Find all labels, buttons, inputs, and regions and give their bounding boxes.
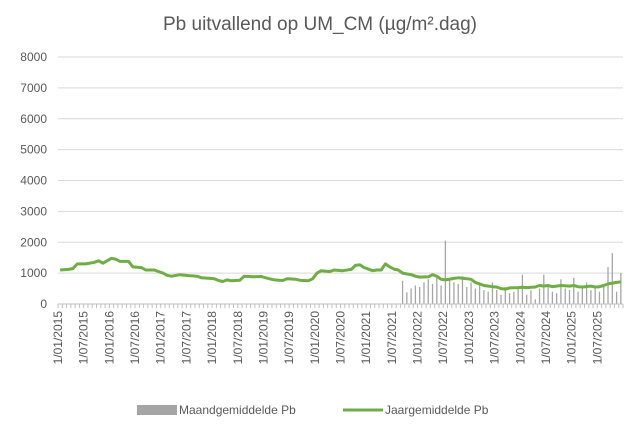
x-tick-label: 1/07/2019	[282, 311, 296, 365]
x-tick-label: 1/07/2015	[77, 311, 91, 365]
y-tick-label: 1000	[20, 266, 47, 280]
bar	[508, 293, 511, 304]
axes	[57, 303, 624, 308]
bar	[487, 291, 489, 304]
bar	[453, 282, 455, 304]
x-tick-label: 1/07/2022	[436, 311, 450, 365]
bar	[491, 282, 494, 304]
x-tick-label: 1/01/2021	[359, 311, 373, 365]
bar	[568, 290, 571, 304]
bar	[547, 287, 549, 304]
y-tick-label: 2000	[20, 235, 47, 249]
bar	[427, 279, 429, 304]
bar	[620, 273, 622, 304]
x-tick-label: 1/01/2023	[462, 311, 476, 365]
bar	[478, 285, 481, 304]
bar	[449, 279, 451, 304]
bar	[615, 291, 618, 304]
bar	[410, 288, 412, 304]
x-tick-label: 1/01/2020	[308, 311, 322, 365]
bar	[457, 283, 459, 304]
bar	[414, 285, 417, 304]
x-tick-label: 1/01/2019	[256, 311, 270, 365]
x-tick-labels: 1/01/2015 1/07/2015 1/01/2016 1/07/2016 1/01…	[51, 311, 604, 365]
y-tick-label: 0	[40, 297, 47, 311]
line-series	[59, 256, 622, 291]
x-tick-label: 1/01/2024	[513, 311, 527, 365]
x-tick-label: 1/01/2015	[51, 311, 65, 365]
x-tick-label: 1/01/2016	[102, 311, 116, 365]
y-tick-label: 8000	[20, 50, 47, 64]
x-tick-label: 1/01/2017	[154, 311, 168, 365]
y-tick-label: 5000	[20, 143, 47, 157]
bar	[530, 290, 532, 304]
chart-title: Pb uitvallend op UM_CM (µg/m².dag)	[163, 14, 477, 35]
bar	[436, 276, 438, 304]
bar	[419, 287, 421, 304]
bar	[573, 277, 575, 304]
bar	[577, 291, 579, 304]
legend-label-line: Jaargemiddelde Pb	[385, 403, 489, 417]
bar	[466, 287, 468, 304]
y-tick-labels: 0 1000 2000 3000 4000 5000 6000 7000 8000	[20, 50, 47, 311]
bar	[594, 287, 596, 304]
y-tick-label: 7000	[20, 81, 47, 95]
legend-label-bars: Maandgemiddelde Pb	[179, 403, 296, 417]
bar	[538, 288, 541, 304]
bar	[585, 282, 588, 304]
grid	[58, 56, 623, 274]
bar	[431, 283, 434, 304]
bar	[526, 294, 528, 304]
bar	[423, 282, 425, 304]
bar	[556, 293, 558, 304]
bar	[598, 291, 601, 304]
bar	[406, 292, 408, 304]
y-tick-label: 4000	[20, 174, 47, 188]
bar	[483, 290, 485, 304]
bar	[603, 285, 605, 304]
bar	[590, 290, 592, 304]
bar	[564, 288, 566, 304]
bar-series	[401, 240, 622, 304]
bar	[611, 253, 613, 304]
bar	[470, 282, 472, 304]
bar	[444, 240, 447, 304]
bar	[474, 288, 476, 304]
x-tick-label: 1/07/2021	[385, 311, 399, 365]
x-tick-label: 1/07/2018	[231, 311, 245, 365]
x-tick-label: 1/07/2025	[590, 311, 604, 365]
legend: Maandgemiddelde Pb Jaargemiddelde Pb	[137, 403, 489, 417]
bar	[440, 285, 442, 304]
x-tick-label: 1/07/2016	[128, 311, 142, 365]
line-series-path	[59, 256, 622, 291]
x-tick-label: 1/07/2017	[179, 311, 193, 365]
x-tick-label: 1/01/2018	[205, 311, 219, 365]
bar	[496, 290, 498, 304]
bar	[560, 279, 562, 304]
bar	[504, 287, 506, 304]
x-tick-label: 1/01/2022	[411, 311, 425, 365]
bar	[513, 291, 515, 304]
bar	[517, 288, 519, 304]
bar	[581, 287, 583, 304]
bar	[461, 276, 464, 304]
bar	[500, 294, 502, 304]
x-tick-label: 1/07/2024	[539, 311, 553, 365]
bar	[551, 291, 554, 304]
bar	[534, 299, 536, 304]
bar	[521, 274, 524, 304]
legend-swatch-bars	[137, 405, 177, 415]
y-tick-label: 6000	[20, 112, 47, 126]
x-tick-label: 1/07/2020	[334, 311, 348, 365]
bar	[543, 274, 545, 304]
y-tick-label: 3000	[20, 204, 47, 218]
x-tick-label: 1/07/2023	[488, 311, 502, 365]
x-tick-label: 1/01/2025	[565, 311, 579, 365]
bar	[401, 280, 404, 304]
